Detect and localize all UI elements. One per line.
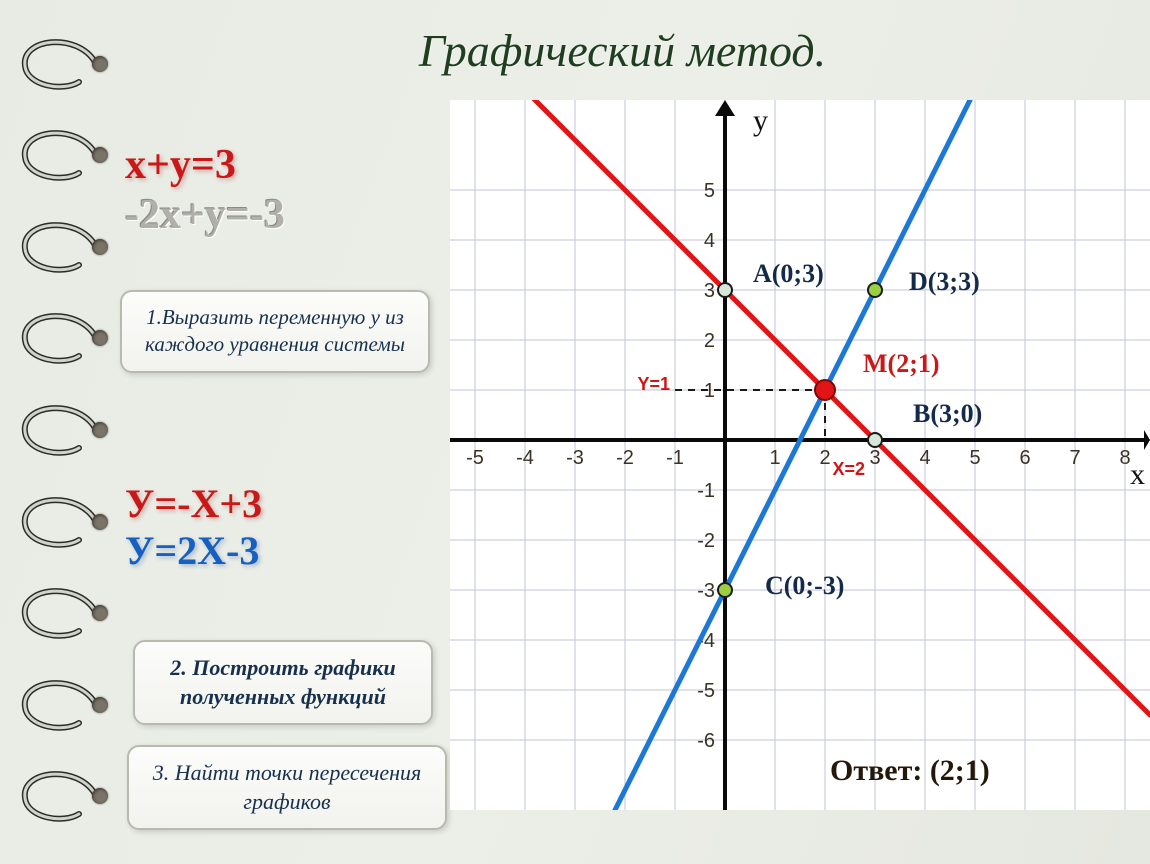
solved-equations: У=-Х+3 У=2Х-3 bbox=[125, 480, 262, 574]
y-tick: -2 bbox=[697, 530, 715, 552]
x-tick: 8 bbox=[1119, 447, 1130, 469]
guide-label: Y=1 bbox=[637, 374, 670, 394]
binding-ring bbox=[0, 392, 115, 472]
solved-eq-1: У=-Х+3 bbox=[125, 480, 262, 527]
point-label-M: M(2;1) bbox=[863, 349, 940, 378]
binding-ring bbox=[0, 484, 115, 564]
x-tick: 3 bbox=[869, 447, 880, 469]
point-label-B: B(3;0) bbox=[913, 399, 982, 428]
step-1-box: 1.Выразить переменную у из каждого уравн… bbox=[120, 290, 430, 373]
binding-ring bbox=[0, 575, 115, 655]
spiral-binding bbox=[0, 0, 115, 864]
point-B bbox=[868, 433, 882, 447]
x-tick: -3 bbox=[566, 447, 584, 469]
solved-eq-2: У=2Х-3 bbox=[125, 527, 262, 574]
binding-ring bbox=[0, 758, 115, 838]
guide-label: X=2 bbox=[833, 459, 866, 479]
step-3-box: 3. Найти точки пересечения графиков bbox=[127, 745, 447, 830]
x-tick: 4 bbox=[919, 447, 930, 469]
y-tick: -5 bbox=[697, 680, 715, 702]
x-tick: -5 bbox=[466, 447, 484, 469]
x-axis-label: х bbox=[1130, 458, 1145, 491]
binding-ring bbox=[0, 117, 115, 197]
equation-2: -2х+у=-3 bbox=[125, 190, 285, 240]
x-tick: 6 bbox=[1019, 447, 1030, 469]
binding-ring bbox=[0, 209, 115, 289]
step-2-box: 2. Построить графики полученных функций bbox=[133, 640, 433, 725]
y-tick: 5 bbox=[704, 180, 715, 202]
binding-ring bbox=[0, 26, 115, 106]
point-label-C: C(0;-3) bbox=[765, 571, 844, 600]
y-tick: -1 bbox=[697, 480, 715, 502]
point-D bbox=[868, 283, 882, 297]
y-tick: -6 bbox=[697, 730, 715, 752]
x-tick: -4 bbox=[516, 447, 534, 469]
x-tick: 5 bbox=[969, 447, 980, 469]
coordinate-chart: -5-4-3-2-112345678-6-5-4-3-2-112345ухY=1… bbox=[450, 100, 1150, 810]
x-tick: 2 bbox=[819, 447, 830, 469]
x-tick: -1 bbox=[666, 447, 684, 469]
equation-1: х+у=3 bbox=[125, 140, 285, 190]
y-tick: 4 bbox=[704, 230, 715, 252]
point-A bbox=[718, 283, 732, 297]
y-tick: 2 bbox=[704, 330, 715, 352]
binding-ring bbox=[0, 667, 115, 747]
point-label-D: D(3;3) bbox=[909, 267, 980, 296]
point-label-A: A(0;3) bbox=[753, 259, 824, 288]
binding-ring bbox=[0, 300, 115, 380]
point-C bbox=[718, 583, 732, 597]
x-tick: -2 bbox=[616, 447, 634, 469]
y-tick: 3 bbox=[704, 280, 715, 302]
page-title: Графический метод. bbox=[115, 24, 1130, 77]
answer-label: Ответ: (2;1) bbox=[830, 754, 990, 787]
x-tick: 7 bbox=[1069, 447, 1080, 469]
y-axis-label: у bbox=[753, 104, 768, 137]
y-tick: -3 bbox=[697, 580, 715, 602]
system-equations: х+у=3 -2х+у=-3 bbox=[125, 140, 285, 241]
slide-content: Графический метод. х+у=3 -2х+у=-3 1.Выра… bbox=[115, 0, 1150, 864]
point-M bbox=[815, 380, 835, 400]
x-tick: 1 bbox=[769, 447, 780, 469]
chart-svg: -5-4-3-2-112345678-6-5-4-3-2-112345ухY=1… bbox=[450, 100, 1150, 810]
